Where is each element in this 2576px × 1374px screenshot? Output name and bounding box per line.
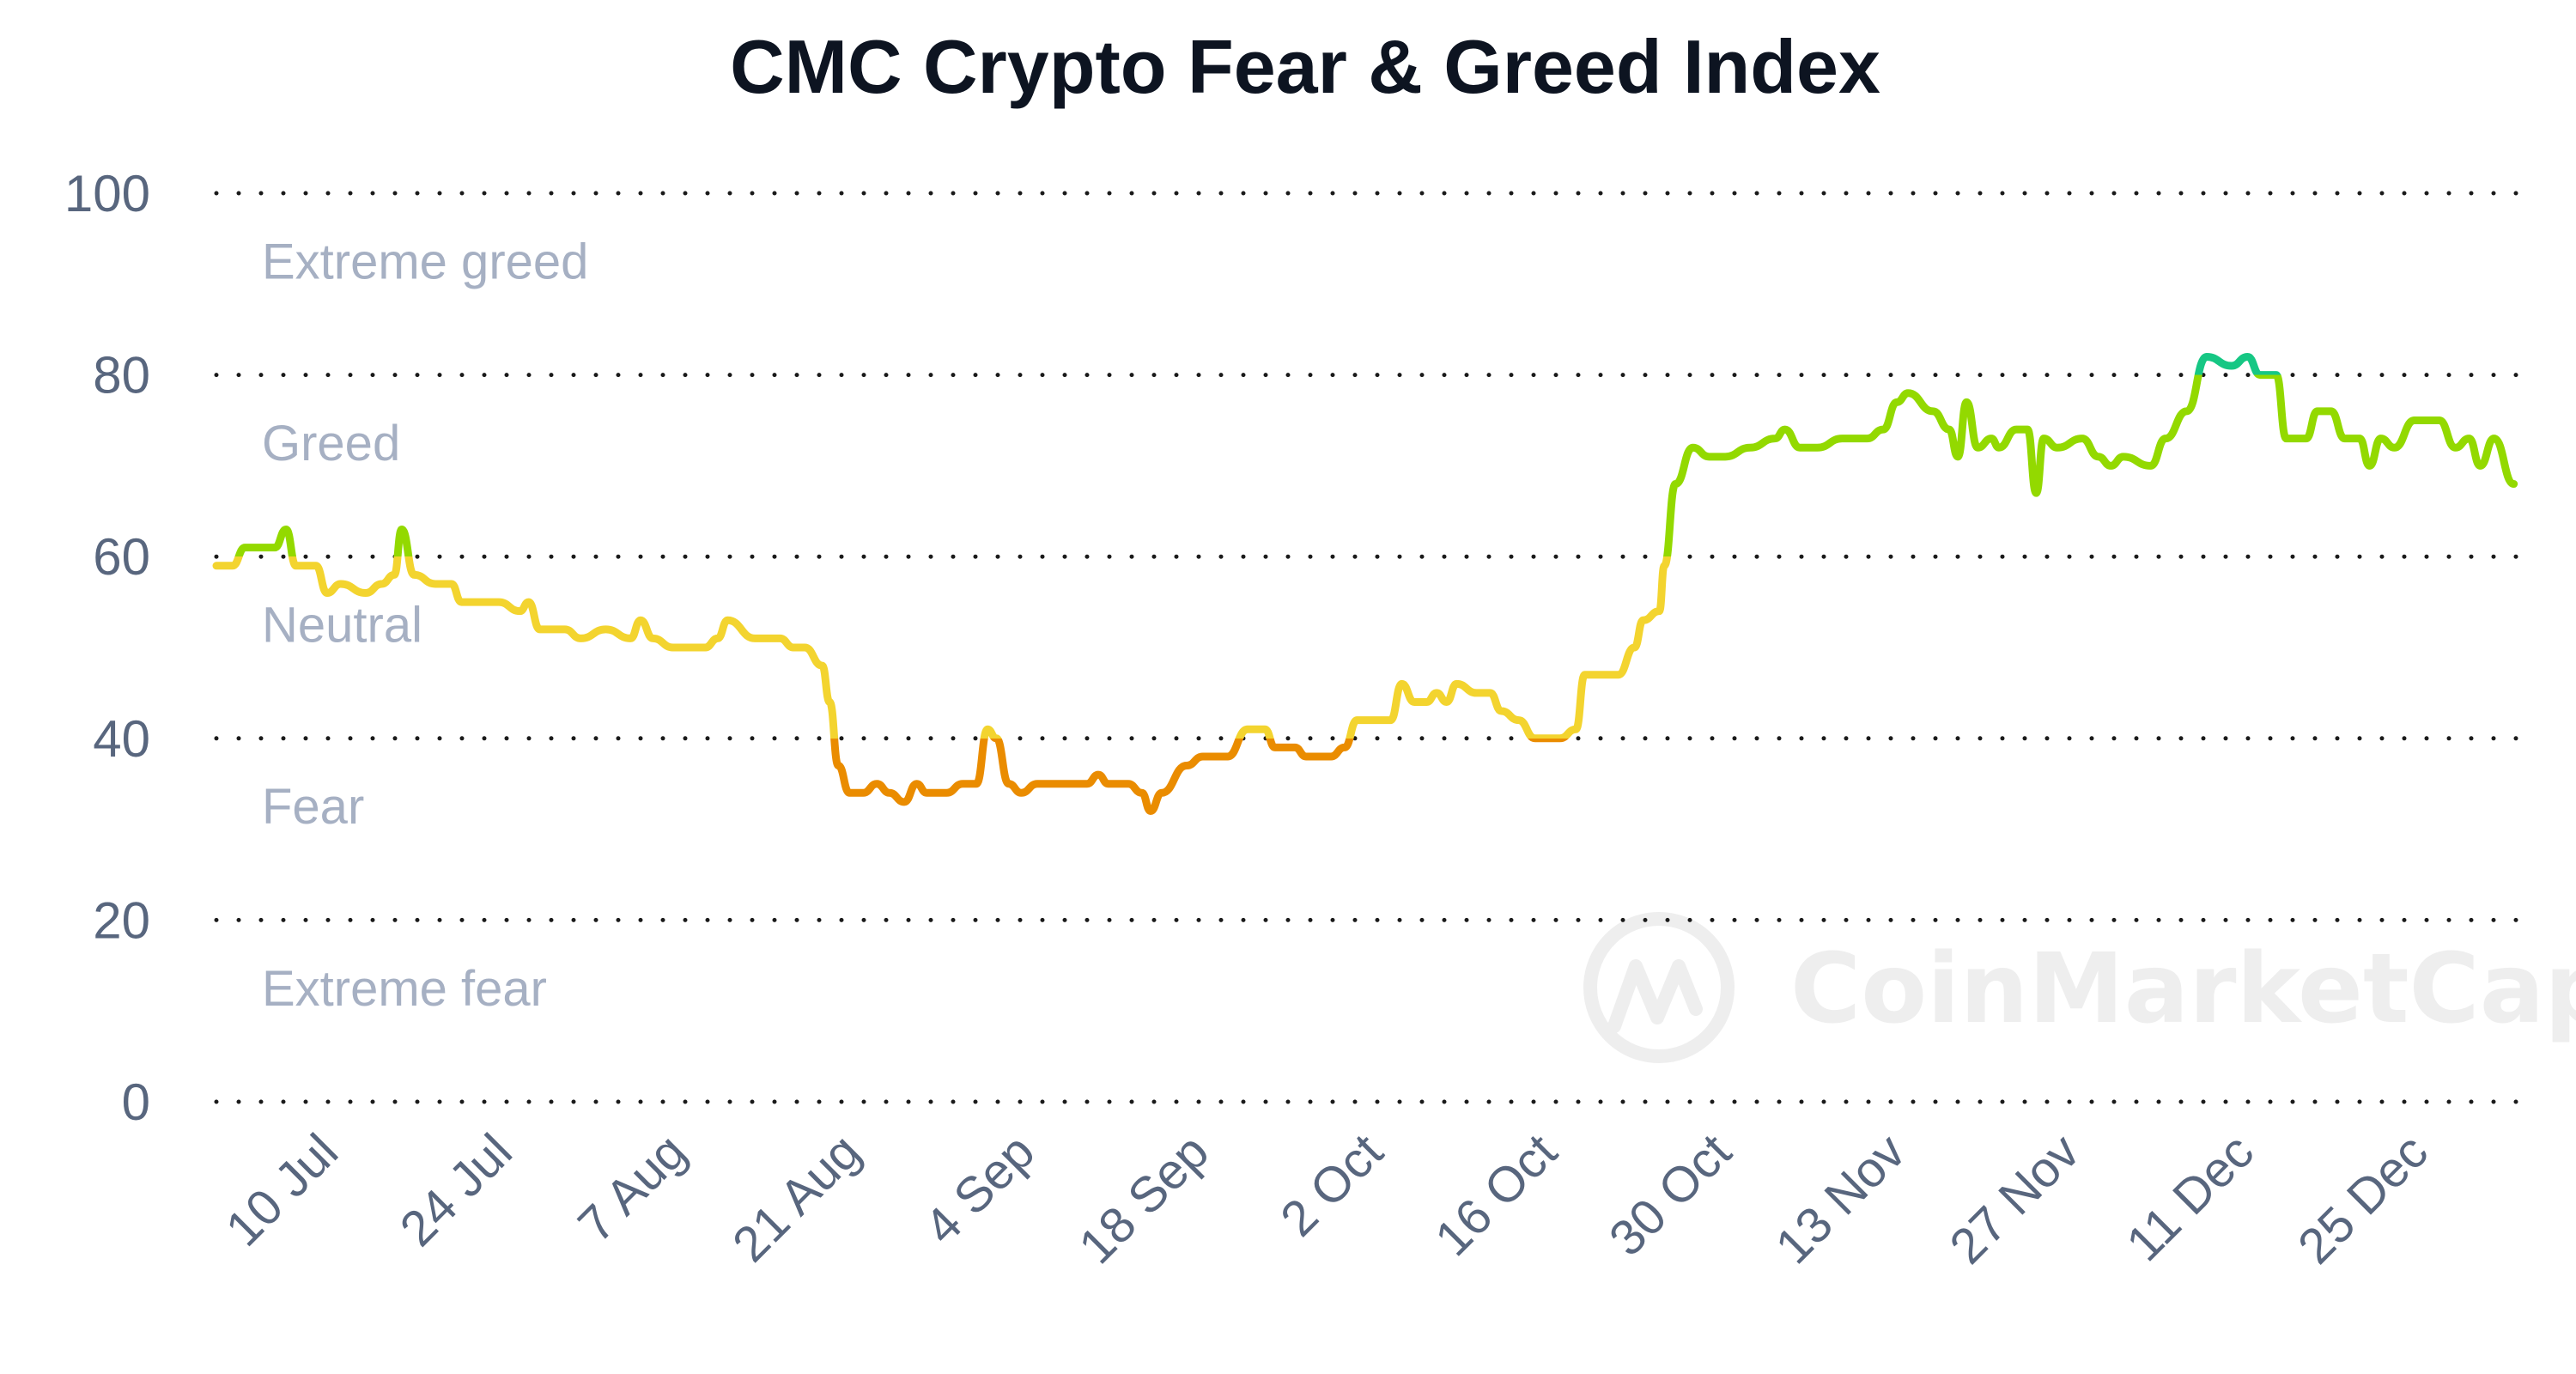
watermark-text: CoinMarketCap [1790, 933, 2576, 1045]
y-tick-label: 60 [93, 528, 150, 586]
x-tick-label: 27 Nov [1939, 1123, 2090, 1274]
band-label: Fear [262, 779, 364, 835]
x-tick-label: 11 Dec [2116, 1123, 2264, 1272]
x-tick-label: 2 Oct [1270, 1123, 1394, 1247]
x-tick-label: 10 Jul [216, 1123, 349, 1256]
y-tick-label: 100 [64, 165, 150, 222]
x-tick-label: 7 Aug [568, 1123, 697, 1253]
x-tick-label: 21 Aug [722, 1123, 872, 1273]
chart-title: CMC Crypto Fear & Greed Index [730, 24, 1880, 109]
band-label: Extreme fear [262, 961, 547, 1017]
coinmarketcap-logo-icon [1583, 912, 1735, 1063]
coinmarketcap-watermark: CoinMarketCap [1583, 912, 2576, 1063]
x-tick-label: 25 Dec [2287, 1123, 2439, 1274]
x-axis: 10 Jul 24 Jul 7 Aug 21 Aug 4 Sep 18 Sep 2 Oct 1… [216, 1123, 2439, 1274]
y-tick-label: 0 [122, 1073, 150, 1131]
x-tick-label: 24 Jul [389, 1123, 522, 1256]
y-tick-label: 20 [93, 891, 150, 949]
y-tick-label: 80 [93, 347, 150, 404]
x-tick-label: 13 Nov [1765, 1123, 1916, 1274]
y-axis: 0 20 40 60 80 100 [64, 165, 150, 1131]
x-tick-label: 18 Sep [1068, 1123, 1219, 1274]
x-tick-label: 30 Oct [1599, 1123, 1742, 1267]
band-label: Extreme greed [262, 234, 588, 289]
band-label: Neutral [262, 598, 422, 654]
y-tick-label: 40 [93, 710, 150, 768]
x-tick-label: 16 Oct [1425, 1123, 1568, 1267]
band-label: Greed [262, 416, 400, 471]
band-labels: Extreme greed Greed Neutral Fear Extreme fea… [262, 234, 588, 1016]
series-line [212, 352, 2518, 815]
x-tick-label: 4 Sep [914, 1123, 1045, 1255]
series-group [212, 352, 2518, 815]
